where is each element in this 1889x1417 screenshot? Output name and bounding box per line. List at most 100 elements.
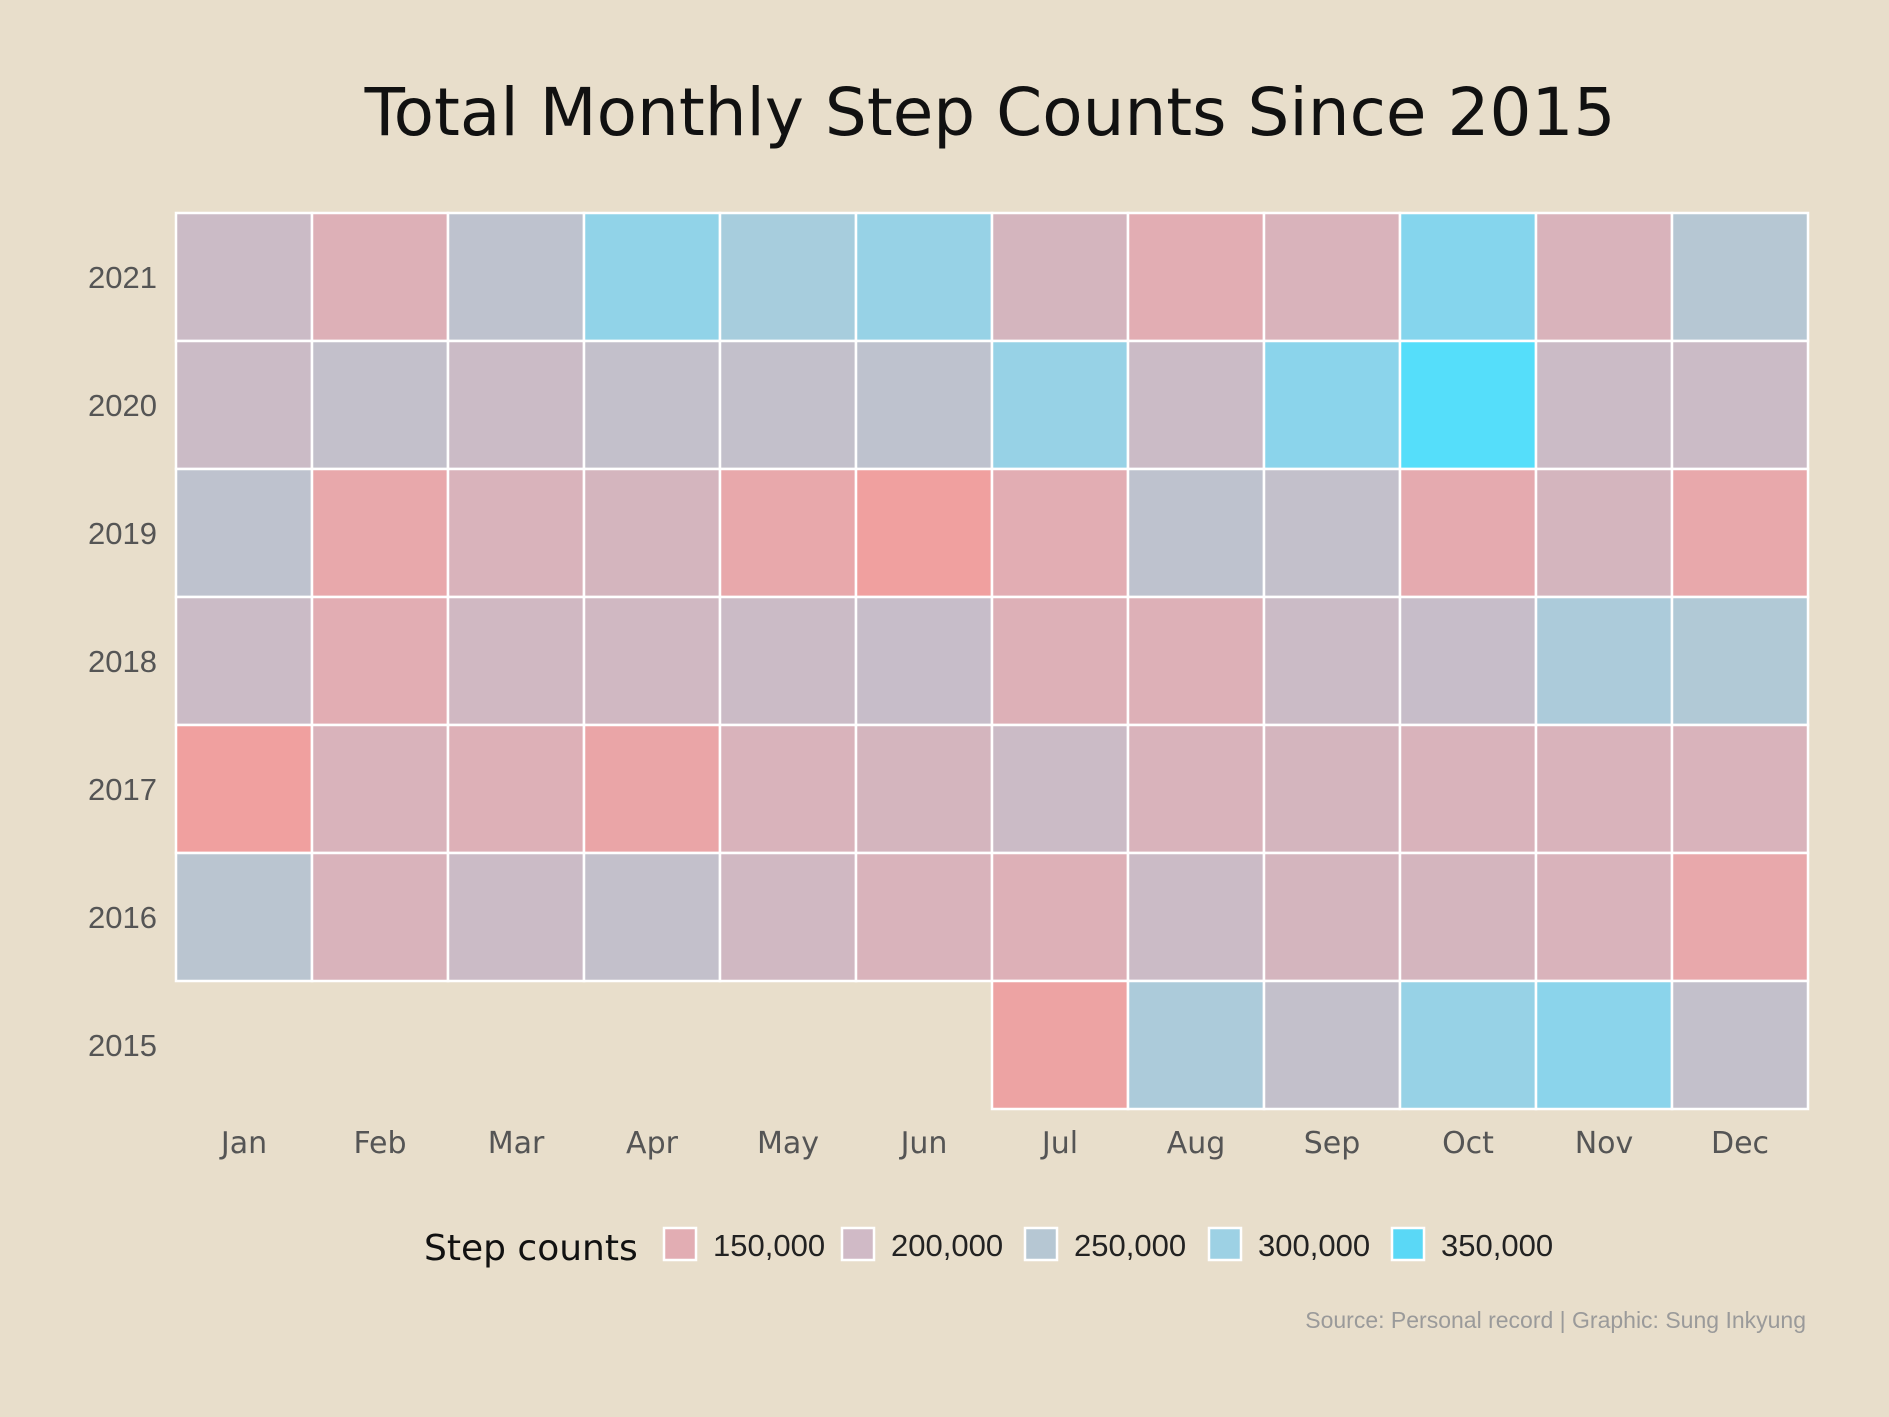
heatmap-cell-2021-May (718, 211, 858, 343)
heatmap-cell-2019-Aug (1126, 467, 1266, 599)
heatmap-cell-2017-May (718, 723, 858, 855)
x-tick-label: Jun (899, 1126, 948, 1161)
heatmap-cell-2021-Oct (1398, 211, 1538, 343)
x-tick-label: May (757, 1126, 819, 1161)
heatmap-cell-2016-Sep (1262, 851, 1402, 983)
legend-swatch (1023, 1226, 1059, 1262)
heatmap-cell-2021-Jul (990, 211, 1130, 343)
heatmap-cell-2021-Mar (446, 211, 586, 343)
heatmap-cell-2020-Feb (310, 339, 450, 471)
heatmap-cell-2017-Jan (174, 723, 314, 855)
heatmap-cell-2019-Nov (1534, 467, 1674, 599)
heatmap-cell-2018-Feb (310, 595, 450, 727)
heatmap-cell-2018-Jul (990, 595, 1130, 727)
heatmap-cell-2016-Aug (1126, 851, 1266, 983)
x-tick-label: Oct (1442, 1126, 1494, 1161)
x-tick-label: Apr (626, 1126, 679, 1161)
heatmap-cell-2015-Jul (990, 979, 1130, 1111)
y-tick-label: 2021 (88, 260, 157, 295)
heatmap-cell-2016-Dec (1670, 851, 1810, 983)
heatmap-cell-2015-Aug (1126, 979, 1266, 1111)
legend-swatch (1390, 1226, 1426, 1262)
heatmap-cell-2020-Nov (1534, 339, 1674, 471)
heatmap-cell-2015-Sep (1262, 979, 1402, 1111)
heatmap-cell-2016-Jun (854, 851, 994, 983)
heatmap-cell-2021-Jan (174, 211, 314, 343)
x-tick-label: Aug (1167, 1126, 1226, 1161)
heatmap-cell-2019-Mar (446, 467, 586, 599)
heatmap-cell-2015-Oct (1398, 979, 1538, 1111)
heatmap-cell-2017-Jun (854, 723, 994, 855)
heatmap-cell-2017-Aug (1126, 723, 1266, 855)
heatmap-cell-2020-Jan (174, 339, 314, 471)
heatmap-cell-2021-Jun (854, 211, 994, 343)
heatmap-cell-2016-Jan (174, 851, 314, 983)
legend-swatch (840, 1226, 876, 1262)
heatmap-cell-2020-Jul (990, 339, 1130, 471)
heatmap-cell-2018-Aug (1126, 595, 1266, 727)
heatmap-cell-2021-Dec (1670, 211, 1810, 343)
heatmap-cell-2018-Jan (174, 595, 314, 727)
heatmap-cell-2019-Feb (310, 467, 450, 599)
heatmap-cell-2016-Feb (310, 851, 450, 983)
heatmap-cell-2017-Jul (990, 723, 1130, 855)
heatmap-cell-2017-Oct (1398, 723, 1538, 855)
y-tick-label: 2016 (88, 900, 157, 935)
chart-title: Total Monthly Step Counts Since 2015 (364, 74, 1616, 151)
heatmap-cell-2017-Sep (1262, 723, 1402, 855)
y-tick-label: 2018 (88, 644, 157, 679)
heatmap-cell-2016-Jul (990, 851, 1130, 983)
legend-label: 300,000 (1258, 1228, 1370, 1263)
y-tick-label: 2015 (88, 1028, 157, 1063)
heatmap-cell-2020-Aug (1126, 339, 1266, 471)
heatmap-cell-2018-Dec (1670, 595, 1810, 727)
y-tick-label: 2020 (88, 388, 157, 423)
heatmap-cell-2020-Dec (1670, 339, 1810, 471)
heatmap-cell-2019-Dec (1670, 467, 1810, 599)
y-axis-labels: 2021 2020 2019 2018 2017 2016 2015 (88, 260, 157, 1063)
heatmap-cell-2018-Oct (1398, 595, 1538, 727)
heatmap-cell-2017-Dec (1670, 723, 1810, 855)
heatmap-cell-2020-Mar (446, 339, 586, 471)
x-tick-label: Nov (1575, 1126, 1634, 1161)
heatmap-cell-2017-Apr (582, 723, 722, 855)
legend-label: 200,000 (891, 1228, 1003, 1263)
heatmap-cell-2019-Jul (990, 467, 1130, 599)
x-tick-label: Jul (1040, 1126, 1078, 1161)
legend-swatch (662, 1226, 698, 1262)
y-tick-label: 2017 (88, 772, 157, 807)
heatmap-cell-2018-Jun (854, 595, 994, 727)
heatmap-cell-2019-Apr (582, 467, 722, 599)
source-caption: Source: Personal record | Graphic: Sung … (1305, 1307, 1806, 1333)
heatmap-cell-2020-Oct (1398, 339, 1538, 471)
x-tick-label: Sep (1304, 1126, 1361, 1161)
heatmap-cell-2016-Nov (1534, 851, 1674, 983)
heatmap-cell-2021-Apr (582, 211, 722, 343)
heatmap-cell-2019-Oct (1398, 467, 1538, 599)
heatmap-cell-2019-Sep (1262, 467, 1402, 599)
heatmap-cell-2021-Aug (1126, 211, 1266, 343)
heatmap-cell-2020-Apr (582, 339, 722, 471)
heatmap-cell-2016-Mar (446, 851, 586, 983)
heatmap-cell-2016-Oct (1398, 851, 1538, 983)
heatmap-cell-2019-Jan (174, 467, 314, 599)
heatmap-cell-2016-May (718, 851, 858, 983)
y-tick-label: 2019 (88, 516, 157, 551)
heatmap-cell-2021-Sep (1262, 211, 1402, 343)
heatmap-cell-2021-Feb (310, 211, 450, 343)
heatmap-cell-2017-Nov (1534, 723, 1674, 855)
heatmap-cell-2020-May (718, 339, 858, 471)
heatmap-cell-2018-Sep (1262, 595, 1402, 727)
legend-label: 150,000 (713, 1228, 825, 1263)
heatmap-cell-2021-Nov (1534, 211, 1674, 343)
x-axis-labels: Jan Feb Mar Apr May Jun Jul Aug Sep Oct Nov Dec (219, 1126, 1769, 1161)
heatmap-cell-2017-Feb (310, 723, 450, 855)
heatmap-cell-2018-Nov (1534, 595, 1674, 727)
heatmap-cell-2018-Apr (582, 595, 722, 727)
heatmap-cell-2020-Sep (1262, 339, 1402, 471)
legend-title: Step counts (424, 1228, 638, 1269)
legend: Step counts 150,000 200,000 250,000 300,000… (424, 1226, 1553, 1269)
legend-label: 250,000 (1074, 1228, 1186, 1263)
heatmap-cell-2019-Jun (854, 467, 994, 599)
